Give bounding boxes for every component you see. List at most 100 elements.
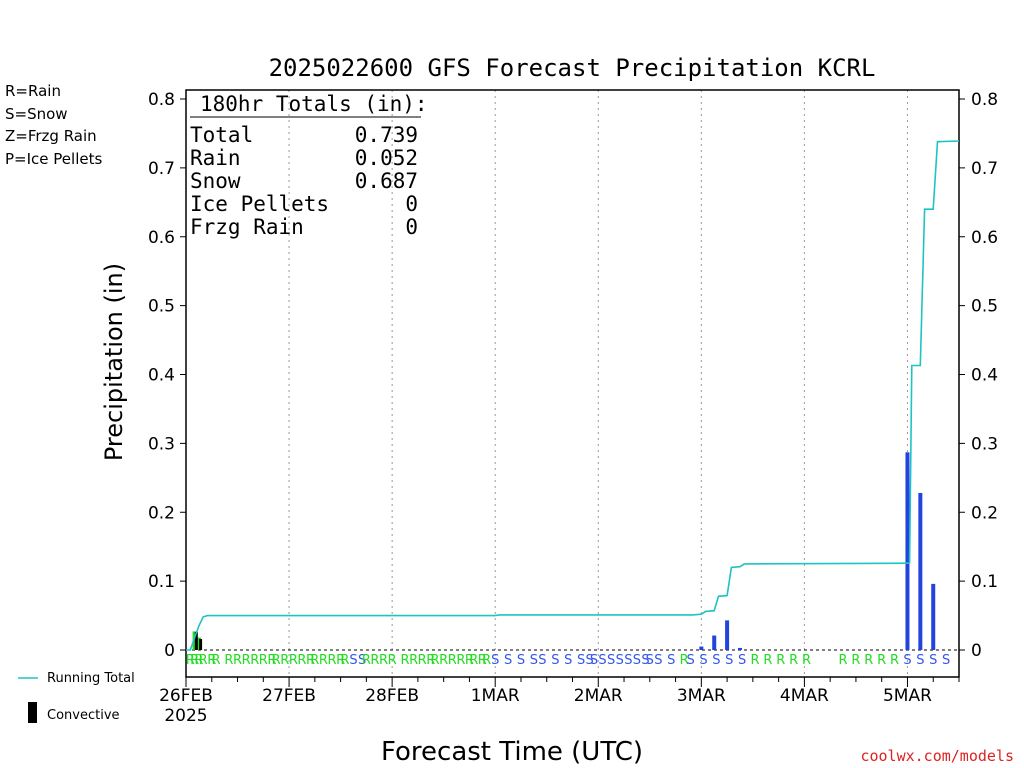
x-tick-label-1: 27FEB (262, 686, 316, 706)
ptype-marker-0: R (186, 653, 195, 668)
ptype-marker-59: R (680, 653, 689, 668)
ptype-legend: R=Rain S=Snow Z=Frzg Rain P=Ice Pellets (5, 82, 102, 168)
y-tick-label-left-3: 0.3 (148, 434, 175, 454)
credit-text: coolwx.com/models (860, 747, 1014, 765)
snow-bar-1 (712, 635, 717, 650)
ptype-marker-71: R (851, 653, 860, 668)
ptype-marker-16: R (306, 653, 315, 668)
x-tick-label-3: 1MAR (471, 686, 520, 706)
y-tick-label-right-2: 0.2 (971, 503, 998, 523)
ptype-marker-26: R (379, 653, 388, 668)
ptype-marker-76: S (916, 653, 924, 668)
y-tick-label-right-5: 0.5 (971, 297, 998, 317)
totals-label-rain: Rain (190, 146, 241, 170)
convective-bar-0 (194, 632, 198, 650)
ptype-marker-30: R (418, 653, 427, 668)
grid-lines (186, 90, 959, 677)
ptype-marker-35: R (456, 653, 465, 668)
convective-bar-1 (199, 638, 203, 650)
plot-frame (185, 89, 960, 678)
x-tick-label-5: 3MAR (677, 686, 726, 706)
ptype-marker-8: R (242, 653, 251, 668)
ptype-marker-28: R (400, 653, 409, 668)
x-tick-label-7: 5MAR (883, 686, 932, 706)
ptype-marker-21: R (340, 653, 349, 668)
ptype-marker-9: R (250, 653, 259, 668)
ptype-marker-20: R (336, 653, 345, 668)
y-tick-label-right-7: 0.7 (971, 159, 998, 179)
ptype-marker-47: S (577, 653, 585, 668)
ptype-marker-74: R (890, 653, 899, 668)
ptype-marker-49: S (590, 653, 598, 668)
ptype-marker-4: R (207, 653, 216, 668)
totals-label-frzg-rain: Frzg Rain (190, 215, 304, 239)
bottom-legend: Running Total Convective (18, 671, 135, 723)
ptype-marker-39: R (482, 653, 491, 668)
ptype-marker-58: S (667, 653, 675, 668)
ptype-marker-15: R (297, 653, 306, 668)
ptype-marker-37: R (469, 653, 478, 668)
y-axis-right: 0 0.1 0.2 0.3 0.4 0.5 0.6 0.7 0.8 (959, 90, 998, 661)
ptype-marker-6: R (224, 653, 233, 668)
snow-bar-2 (725, 620, 730, 650)
ptype-marker-57: S (654, 653, 662, 668)
y-axis-left: 0 0.1 0.2 0.3 0.4 0.5 0.6 0.7 0.8 (148, 90, 186, 661)
ptype-marker-18: R (319, 653, 328, 668)
snow-bar-3 (737, 647, 742, 650)
legend-snow: S=Snow (5, 105, 68, 123)
totals-label-snow: Snow (190, 169, 241, 193)
totals-label-total: Total (190, 123, 253, 147)
totals-value-frzg-rain: 0 (405, 215, 418, 239)
ptype-marker-77: S (929, 653, 937, 668)
totals-heading: 180hr Totals (in): (200, 92, 428, 116)
convective-legend-swatch (28, 702, 37, 723)
y-tick-label-left-0: 0 (164, 641, 175, 661)
y-tick-label-left-7: 0.7 (148, 159, 175, 179)
totals-value-total: 0.739 (355, 123, 418, 147)
ptype-marker-54: S (633, 653, 641, 668)
precip-bars (192, 452, 936, 650)
ptype-marker-63: S (725, 653, 733, 668)
ptype-marker-11: R (267, 653, 276, 668)
ptype-marker-45: S (551, 653, 559, 668)
ptype-marker-36: R (465, 653, 474, 668)
ptype-marker-53: S (624, 653, 632, 668)
x-tick-label-0: 26FEB (159, 686, 213, 706)
ptype-marker-61: S (699, 653, 707, 668)
x-tick-label-2: 28FEB (365, 686, 419, 706)
ptype-marker-38: R (478, 653, 487, 668)
legend-ice-pellets: P=Ice Pellets (5, 150, 102, 168)
rain-bar-1 (196, 637, 201, 650)
y-tick-label-right-0: 0 (971, 641, 982, 661)
ptype-marker-23: S (358, 653, 366, 668)
chart-title: 2025022600 GFS Forecast Precipitation KC… (269, 54, 876, 82)
y-tick-label-left-5: 0.5 (148, 297, 175, 317)
ptype-marker-42: S (517, 653, 525, 668)
running-total-legend-label: Running Total (47, 671, 135, 686)
ptype-marker-27: R (388, 653, 397, 668)
running-total-line (186, 140, 960, 651)
y-tick-label-right-3: 0.3 (971, 434, 998, 454)
ptype-marker-3: R (199, 653, 208, 668)
y-tick-label-right-8: 0.8 (971, 90, 998, 110)
ptype-marker-43: S (530, 653, 538, 668)
ptype-marker-67: R (776, 653, 785, 668)
legend-frzg-rain: Z=Frzg Rain (5, 127, 97, 145)
y-tick-label-right-4: 0.4 (971, 366, 998, 386)
ptype-marker-65: R (750, 653, 759, 668)
ptype-marker-55: S (641, 653, 649, 668)
ptype-marker-78: S (942, 653, 950, 668)
y-tick-label-left-6: 0.6 (148, 228, 175, 248)
ptype-marker-7: R (233, 653, 242, 668)
ptype-marker-25: R (370, 653, 379, 668)
ptype-marker-75: S (903, 653, 911, 668)
ptype-marker-32: R (431, 653, 440, 668)
ptype-marker-50: S (598, 653, 606, 668)
totals-value-rain: 0.052 (355, 146, 418, 170)
ptype-marker-72: R (864, 653, 873, 668)
totals-value-ice-pellets: 0 (405, 192, 418, 216)
ptype-marker-56: S (646, 653, 654, 668)
running-total-layer (186, 140, 960, 651)
x-axis-label: Forecast Time (UTC) (381, 737, 643, 767)
ptype-marker-34: R (448, 653, 457, 668)
